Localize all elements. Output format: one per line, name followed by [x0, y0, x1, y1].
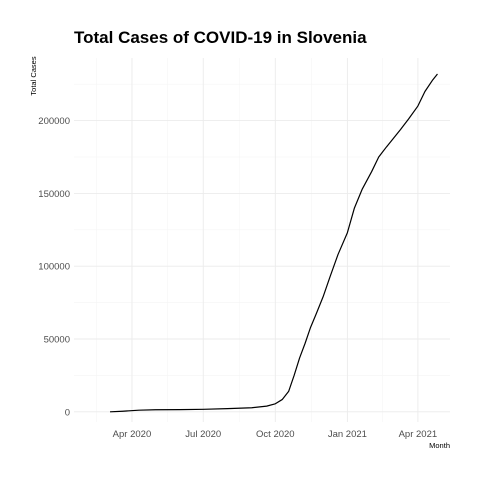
x-tick-label: Apr 2021 [399, 429, 438, 440]
x-tick-label: Apr 2020 [113, 429, 152, 440]
y-tick-label: 100000 [38, 262, 70, 273]
y-tick-label: 150000 [38, 189, 70, 200]
y-tick-label: 50000 [44, 335, 70, 346]
x-axis-title: Month [429, 441, 450, 450]
chart-title: Total Cases of COVID-19 in Slovenia [74, 28, 367, 47]
x-tick-label: Oct 2020 [256, 429, 295, 440]
y-tick-label: 0 [65, 407, 70, 418]
x-tick-label: Jan 2021 [328, 429, 367, 440]
y-tick-label: 200000 [38, 116, 70, 127]
x-tick-label: Jul 2020 [185, 429, 221, 440]
y-axis-title: Total Cases [29, 56, 38, 95]
